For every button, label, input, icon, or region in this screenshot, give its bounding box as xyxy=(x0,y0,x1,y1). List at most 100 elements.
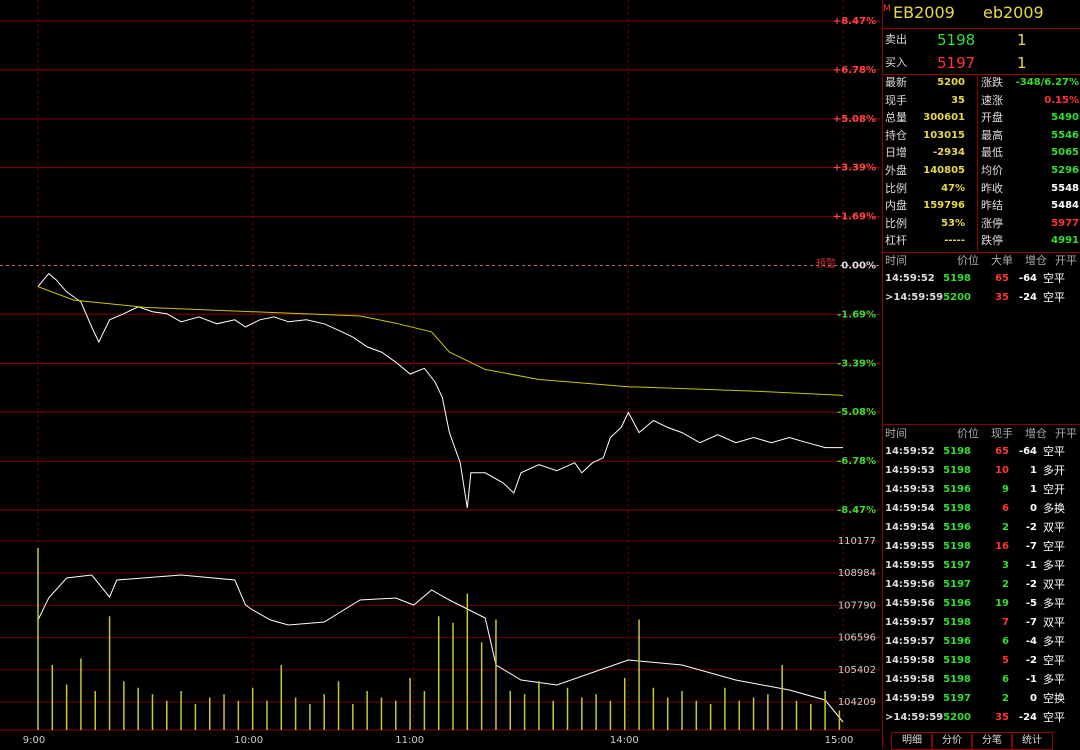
time: 14:59:58 xyxy=(885,655,935,666)
open-close: 多平 xyxy=(1043,635,1065,648)
open-close: 多换 xyxy=(1043,502,1065,515)
stat-row: 比例 47% 昨收 5548 xyxy=(883,180,1080,198)
stat-label: 开盘 xyxy=(981,111,1003,125)
buy-row: 买入 5197 1 xyxy=(883,52,1080,74)
table-header: 时间 价位 大单 增仓 开平 xyxy=(883,252,1080,270)
oi-change: 0 xyxy=(1030,503,1037,514)
stat-label: 日增 xyxy=(885,146,907,160)
label: 买入 xyxy=(885,56,907,69)
price: 5198 xyxy=(937,31,976,49)
stat-value: 5065 xyxy=(1051,147,1079,159)
volume: 2 xyxy=(1002,579,1009,590)
stat-row: 最新 5200 涨跌 -348/6.27% xyxy=(883,74,1080,92)
oi-change: -1 xyxy=(1025,560,1037,571)
price: 5198 xyxy=(943,674,971,685)
oi-change: -7 xyxy=(1025,617,1037,628)
sell-row: 卖出 5198 1 xyxy=(883,29,1080,51)
price: 5198 xyxy=(943,617,971,628)
y-tick-label: -8.47% xyxy=(837,505,876,516)
y-tick-label: +5.08% xyxy=(833,114,876,125)
y-tick-label: -1.69% xyxy=(837,309,876,320)
time: 14:59:52 xyxy=(885,446,935,457)
symbol: EB2009 xyxy=(893,3,955,22)
y-tick-label: 107790 xyxy=(838,600,876,611)
stat-value: 5484 xyxy=(1051,200,1079,212)
oi-change: -1 xyxy=(1025,674,1037,685)
volume: 35 xyxy=(995,292,1009,303)
volume: 65 xyxy=(995,446,1009,457)
header-cell: 价位 xyxy=(957,427,979,440)
oi-change: -64 xyxy=(1018,446,1037,457)
oi-change: -4 xyxy=(1025,636,1037,647)
qty: 1 xyxy=(1017,31,1027,49)
trade-row: 14:59:57 5196 6 -4 多平 xyxy=(883,633,1080,651)
x-tick-label: 11:00 xyxy=(395,735,424,746)
stat-row: 总量 300601 开盘 5490 xyxy=(883,109,1080,127)
tab[interactable]: 统计 xyxy=(1011,732,1053,750)
time: 14:59:57 xyxy=(885,617,935,628)
trade-row: 14:59:53 5198 10 1 多开 xyxy=(883,462,1080,480)
volume: 6 xyxy=(1002,674,1009,685)
stat-row: 持仓 103015 最高 5546 xyxy=(883,127,1080,145)
volume: 35 xyxy=(995,712,1009,723)
stat-value: 140805 xyxy=(923,165,965,176)
separator xyxy=(883,28,1080,29)
y-tick-label: -3.39% xyxy=(837,358,876,369)
stat-label: 杠杆 xyxy=(885,234,907,248)
x-tick-label: 10:00 xyxy=(234,735,263,746)
stat-value: 103015 xyxy=(923,129,965,141)
stat-value: -348/6.27% xyxy=(1015,77,1079,88)
qty: 1 xyxy=(1017,54,1027,72)
x-tick-label: 15:00 xyxy=(825,735,854,746)
y-tick-label: 110177 xyxy=(838,536,876,547)
chart: 预警 9:00 10:00 11:00 14:00 15:00 +8.47% +6.78% +… xyxy=(0,0,880,746)
stat-label: 昨结 xyxy=(981,199,1003,213)
stat-value: 5200 xyxy=(937,77,965,88)
time: 14:59:52 xyxy=(885,273,935,284)
price: 5196 xyxy=(943,522,971,533)
oi-change: -24 xyxy=(1018,292,1037,303)
tab[interactable]: 分笔 xyxy=(971,732,1013,750)
header-cell: 开平 xyxy=(1055,254,1077,267)
separator xyxy=(883,74,1080,75)
volume: 6 xyxy=(1002,636,1009,647)
y-tick-label: 108984 xyxy=(838,568,876,579)
volume: 19 xyxy=(995,598,1009,609)
trade-row: 14:59:52 5198 65 -64 空平 xyxy=(883,443,1080,461)
price: 5198 xyxy=(943,503,971,514)
price: 5198 xyxy=(943,446,971,457)
header-cell: 时间 xyxy=(885,254,907,267)
tab[interactable]: 明细 xyxy=(891,732,933,750)
volume: 65 xyxy=(995,273,1009,284)
stat-row: 外盘 140805 均价 5296 xyxy=(883,162,1080,180)
trade-row: 14:59:55 5198 16 -7 空平 xyxy=(883,538,1080,556)
time: 14:59:58 xyxy=(885,674,935,685)
trade-row: 14:59:55 5197 3 -1 多平 xyxy=(883,557,1080,575)
stat-label: 总量 xyxy=(885,111,907,125)
line xyxy=(37,574,844,723)
oi-change: -64 xyxy=(1018,273,1037,284)
open-close: 多平 xyxy=(1043,673,1065,686)
header-cell: 时间 xyxy=(885,427,907,440)
trade-row: 14:59:58 5198 5 -2 空平 xyxy=(883,652,1080,670)
header-cell: 现手 xyxy=(991,427,1013,440)
oi-change: 1 xyxy=(1030,465,1037,476)
time: 14:59:56 xyxy=(885,598,935,609)
time: 14:59:55 xyxy=(885,541,935,552)
separator xyxy=(883,252,1080,253)
volume: 9 xyxy=(1002,484,1009,495)
stat-row: 内盘 159796 昨结 5484 xyxy=(883,197,1080,215)
open-close: 空平 xyxy=(1043,445,1065,458)
price: 5196 xyxy=(943,636,971,647)
stat-label: 涨停 xyxy=(981,216,1003,230)
time: >14:59:59 xyxy=(885,712,944,723)
stat-row: 比例 53% 涨停 5977 xyxy=(883,215,1080,233)
tab[interactable]: 分价 xyxy=(931,732,973,750)
stat-label: 涨跌 xyxy=(981,76,1003,89)
stat-value: 5546 xyxy=(1051,129,1079,141)
stat-label: 现手 xyxy=(885,93,907,107)
y-tick-label: +3.39% xyxy=(833,163,876,174)
stat-value: 159796 xyxy=(923,200,965,212)
header-cell: 价位 xyxy=(957,254,979,267)
oi-change: -2 xyxy=(1025,655,1037,666)
